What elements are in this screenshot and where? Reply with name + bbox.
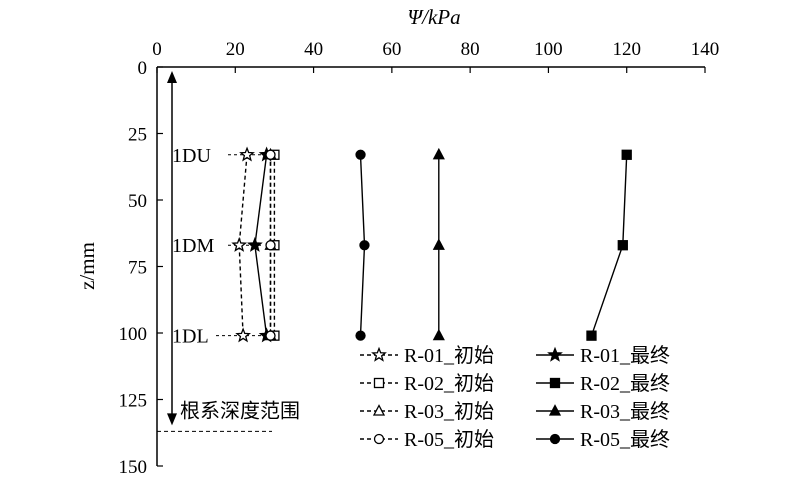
x-tick-label: 140 [691,39,720,60]
data-point [355,330,366,341]
legend-marker [548,404,562,416]
data-point [265,240,276,251]
legend-entry: R-05_最终 [536,428,670,451]
annotations: 根系深度范围 1DU 1DM 1DL [157,71,300,432]
data-point [586,330,597,341]
sensor-label: 1DU [172,145,211,167]
data-point [432,238,445,250]
root-zone-arrow-head-top [167,71,177,83]
legend-label: R-02_初始 [404,372,494,395]
x-axis-title: Ψ/kPa [407,5,460,29]
series-6 [432,147,445,341]
legend-marker [371,346,387,362]
series-layer [231,146,632,343]
legend-label: R-03_最终 [580,400,670,423]
x-tick-label: 40 [304,39,323,60]
sensor-label: 1DL [172,326,209,348]
axes: 0 20 40 60 80 100 120 140 0 25 50 75 100 125 150 [119,39,720,478]
data-point [359,240,370,251]
series-1 [231,146,255,343]
series-7 [265,149,276,341]
root-zone-arrow-head-bottom [167,413,177,426]
data-point [621,149,632,160]
sensor-label: 1DM [172,235,214,257]
data-point [432,147,445,160]
root-zone-label: 根系深度范围 [180,399,300,422]
legend-entry: R-02_初始 [360,372,494,395]
legend-entry: R-03_最终 [536,400,670,423]
legend-entry: R-05_初始 [360,428,494,451]
x-tick-label: 120 [612,39,641,60]
data-point [231,236,248,252]
legend-marker [373,377,385,389]
data-point [246,236,263,252]
legend-entry: R-01_初始 [360,344,494,367]
legend-marker [549,377,561,389]
y-tick-label: 75 [128,258,147,279]
legend-marker [373,433,385,445]
x-tick-label: 100 [534,39,563,60]
legend-label: R-01_最终 [580,344,670,367]
x-tick-label: 20 [226,39,245,60]
series-line [238,154,248,336]
data-point [239,146,255,162]
data-point [265,149,276,160]
series-4 [586,149,632,341]
y-tick-label: 150 [119,457,148,478]
data-point [355,149,366,160]
y-tick-label: 25 [128,125,147,146]
x-tick-label: 80 [461,39,480,60]
x-tick-label: 60 [382,39,401,60]
y-tick-label: 100 [119,324,148,345]
legend: R-01_初始 R-01_最终 R-02_初始 R-02_最终 R-03_初始 R-03_… [360,344,670,451]
legend-marker [372,404,386,416]
legend-entry: R-01_最终 [536,344,670,367]
legend-label: R-03_初始 [404,400,494,423]
data-point [265,330,276,341]
y-axis-title: z/mm [75,242,99,290]
y-tick-label: 0 [138,58,148,79]
legend-label: R-05_最终 [580,428,670,451]
legend-marker [547,346,563,362]
legend-label: R-05_初始 [404,428,494,451]
y-tick-label: 50 [128,191,147,212]
y-tick-label: 125 [119,391,148,412]
legend-marker [549,433,561,445]
data-point [432,328,445,341]
legend-entry: R-02_最终 [536,372,670,395]
data-point [235,327,252,343]
x-tick-label: 0 [152,39,162,60]
legend-entry: R-03_初始 [360,400,494,423]
series-8 [355,149,370,341]
legend-label: R-01_初始 [404,344,494,367]
legend-label: R-02_最终 [580,372,670,395]
data-point [617,240,628,251]
